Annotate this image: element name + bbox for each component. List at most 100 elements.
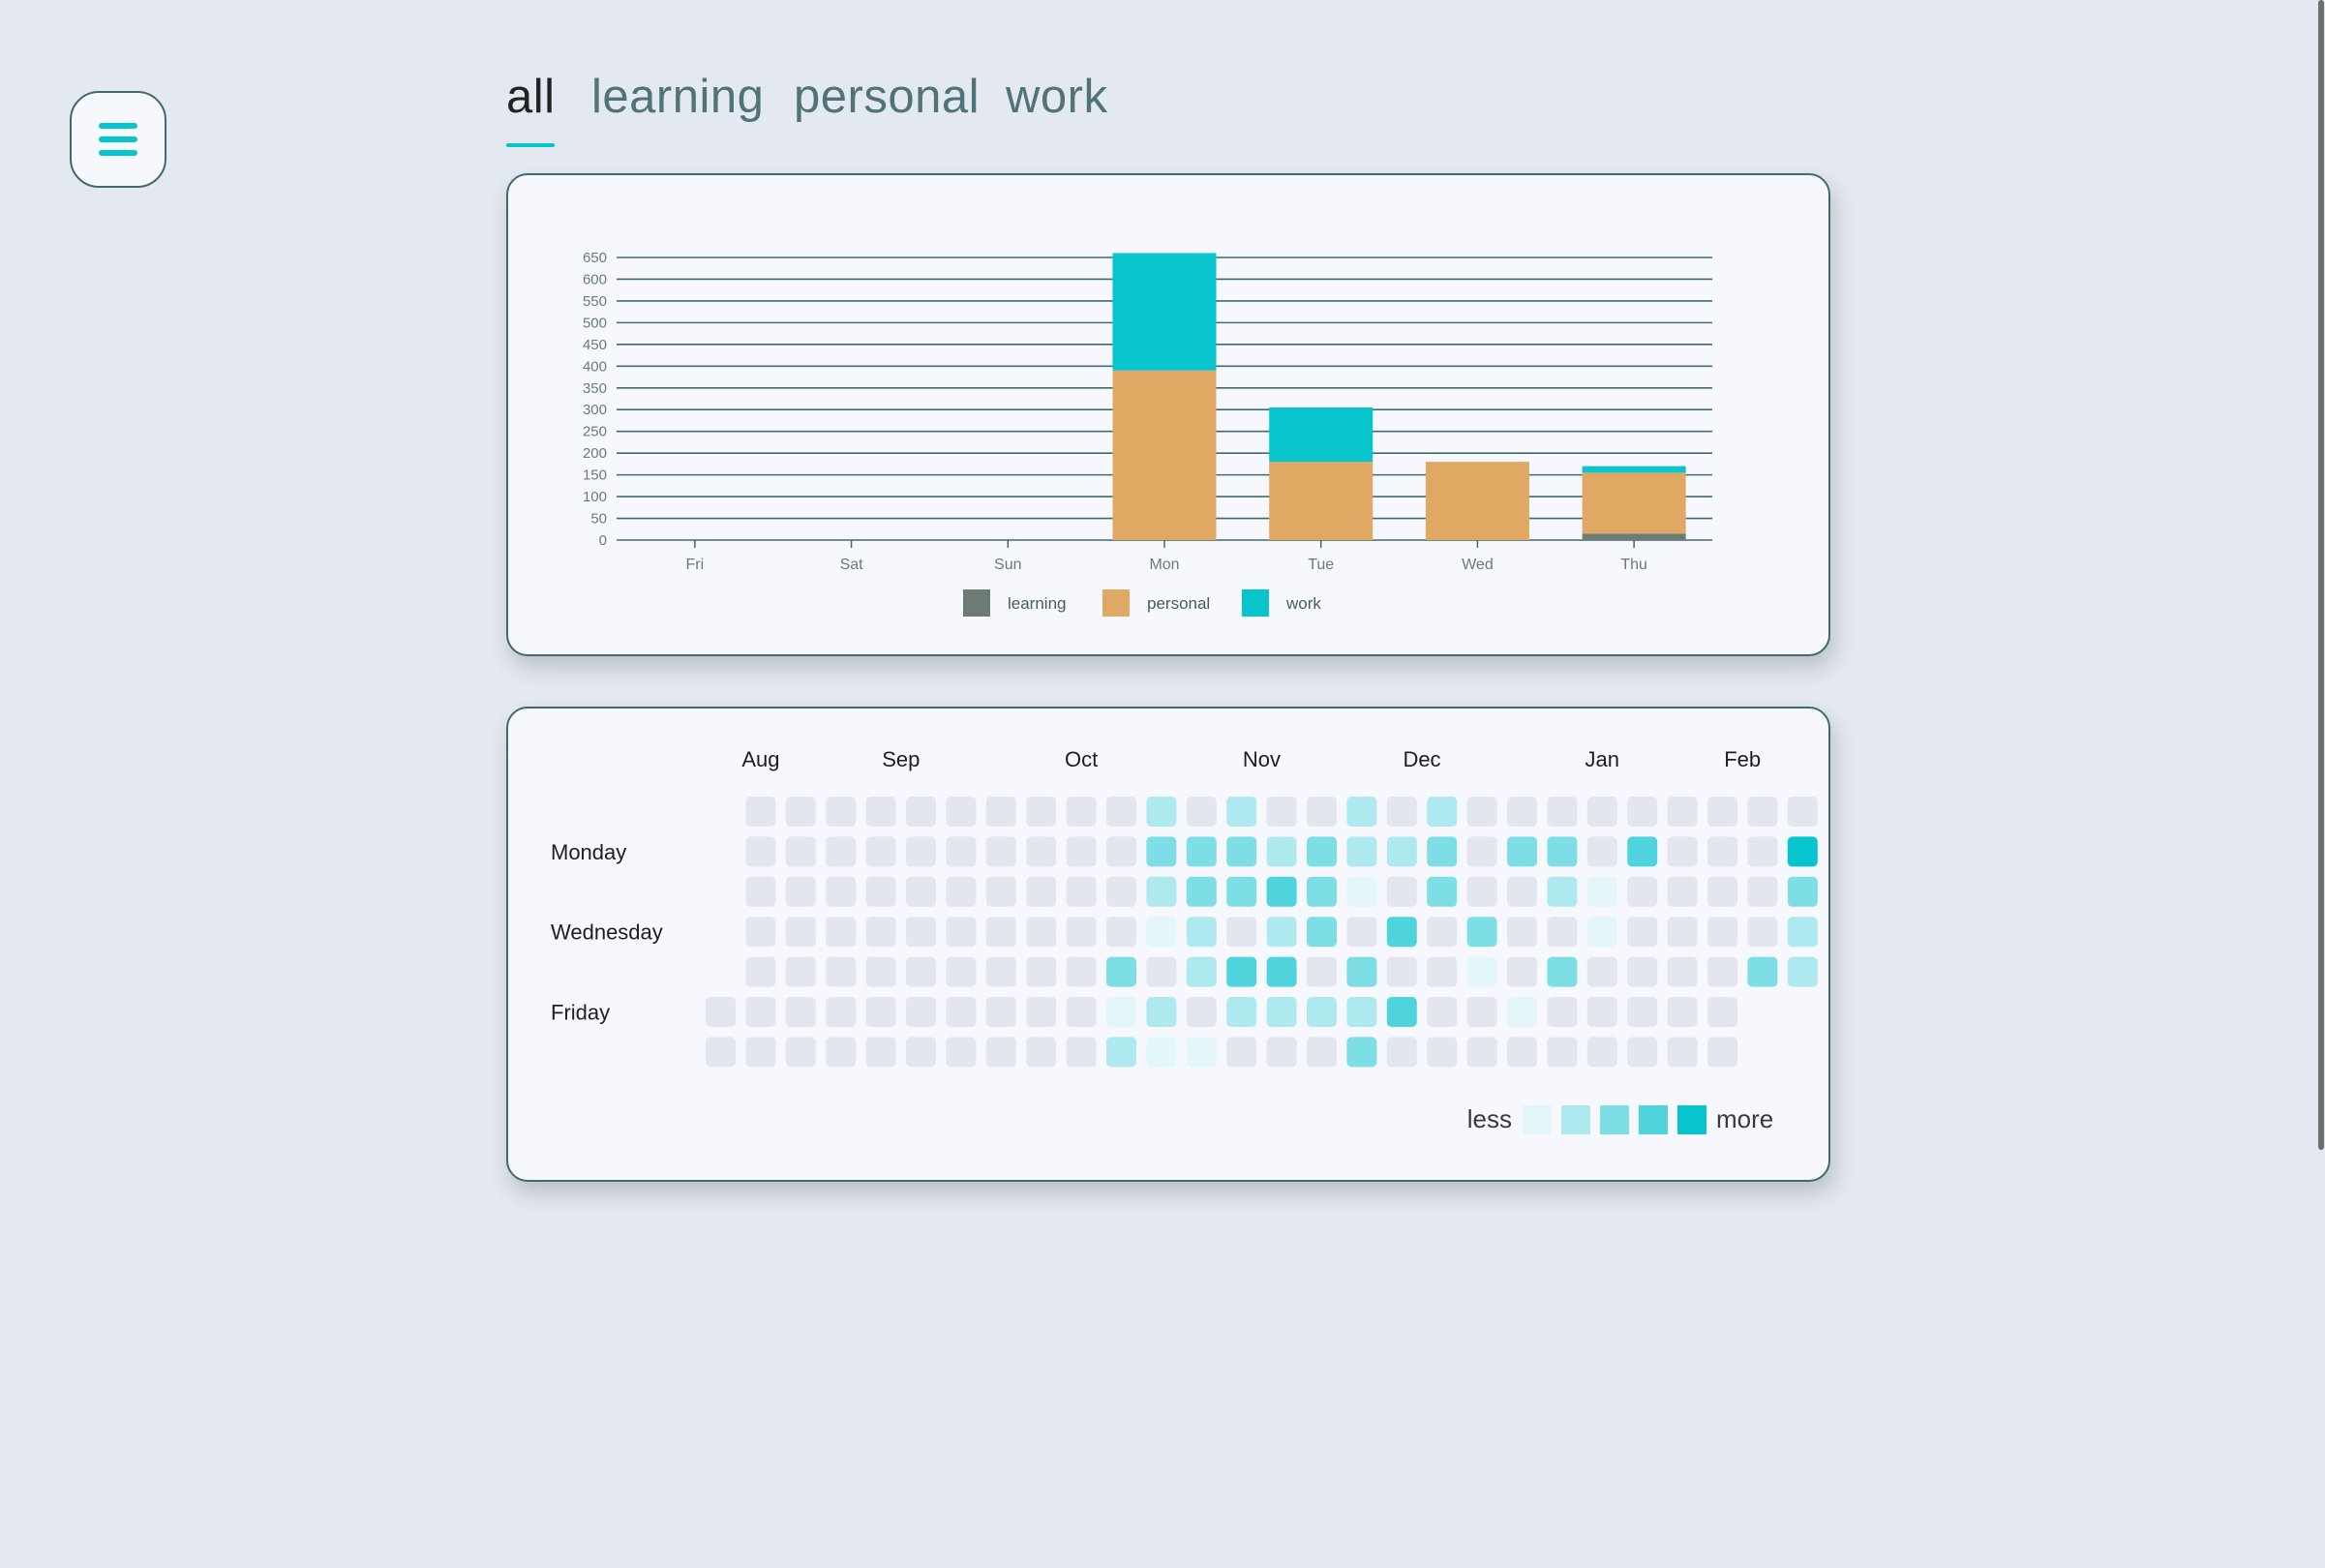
heatmap-cell[interactable] — [1667, 836, 1698, 867]
heatmap-cell[interactable] — [785, 917, 816, 948]
heatmap-cell[interactable] — [1266, 956, 1297, 987]
menu-button[interactable] — [70, 91, 166, 188]
heatmap-cell[interactable] — [745, 997, 776, 1027]
heatmap-cell[interactable] — [1186, 797, 1217, 827]
heatmap-cell[interactable] — [1707, 997, 1737, 1027]
heatmap-cell[interactable] — [1427, 917, 1458, 948]
heatmap-cell[interactable] — [1586, 1037, 1617, 1068]
heatmap-cell[interactable] — [1787, 836, 1818, 867]
bar-segment-personal-mon[interactable] — [1112, 370, 1217, 540]
heatmap-cell[interactable] — [1346, 876, 1377, 907]
heatmap-cell[interactable] — [946, 956, 977, 987]
heatmap-cell[interactable] — [1667, 956, 1698, 987]
heatmap-cell[interactable] — [1667, 997, 1698, 1027]
heatmap-cell[interactable] — [1066, 1037, 1097, 1068]
bar-segment-work-tue[interactable] — [1269, 407, 1374, 463]
heatmap-cell[interactable] — [985, 797, 1016, 827]
tab-all[interactable]: all — [506, 71, 556, 123]
heatmap-cell[interactable] — [1026, 797, 1057, 827]
heatmap-cell[interactable] — [1787, 876, 1818, 907]
heatmap-cell[interactable] — [1427, 956, 1458, 987]
bar-segment-work-thu[interactable] — [1582, 466, 1686, 473]
heatmap-cell[interactable] — [1307, 836, 1337, 867]
heatmap-cell[interactable] — [745, 797, 776, 827]
heatmap-cell[interactable] — [906, 917, 936, 948]
tab-learning[interactable]: learning — [591, 71, 765, 123]
heatmap-cell[interactable] — [1707, 876, 1737, 907]
heatmap-cell[interactable] — [785, 836, 816, 867]
heatmap-cell[interactable] — [826, 1037, 857, 1068]
heatmap-cell[interactable] — [1627, 997, 1658, 1027]
heatmap-cell[interactable] — [1307, 997, 1337, 1027]
heatmap-cell[interactable] — [1707, 797, 1737, 827]
heatmap-cell[interactable] — [906, 997, 936, 1027]
heatmap-cell[interactable] — [1667, 876, 1698, 907]
heatmap-cell[interactable] — [985, 956, 1016, 987]
heatmap-cell[interactable] — [1427, 797, 1458, 827]
heatmap-cell[interactable] — [1707, 1037, 1737, 1068]
heatmap-cell[interactable] — [1466, 836, 1497, 867]
heatmap-cell[interactable] — [1466, 997, 1497, 1027]
heatmap-cell[interactable] — [1146, 1037, 1177, 1068]
heatmap-cell[interactable] — [1627, 797, 1658, 827]
heatmap-cell[interactable] — [1787, 797, 1818, 827]
heatmap-cell[interactable] — [985, 1037, 1016, 1068]
heatmap-cell[interactable] — [1106, 956, 1136, 987]
heatmap-cell[interactable] — [1507, 997, 1537, 1027]
heatmap-cell[interactable] — [1586, 917, 1617, 948]
heatmap-cell[interactable] — [1507, 917, 1537, 948]
heatmap-cell[interactable] — [865, 876, 896, 907]
heatmap-cell[interactable] — [1186, 917, 1217, 948]
heatmap-cell[interactable] — [1226, 917, 1257, 948]
heatmap-cell[interactable] — [1586, 836, 1617, 867]
heatmap-cell[interactable] — [1266, 997, 1297, 1027]
heatmap-cell[interactable] — [1266, 836, 1297, 867]
heatmap-cell[interactable] — [1066, 917, 1097, 948]
heatmap-cell[interactable] — [1026, 1037, 1057, 1068]
heatmap-cell[interactable] — [745, 956, 776, 987]
heatmap-cell[interactable] — [1026, 836, 1057, 867]
heatmap-cell[interactable] — [1707, 917, 1737, 948]
heatmap-cell[interactable] — [1386, 836, 1417, 867]
heatmap-cell[interactable] — [785, 997, 816, 1027]
heatmap-cell[interactable] — [946, 836, 977, 867]
heatmap-cell[interactable] — [1386, 797, 1417, 827]
heatmap-cell[interactable] — [1667, 1037, 1698, 1068]
heatmap-cell[interactable] — [706, 997, 736, 1027]
heatmap-cell[interactable] — [1226, 956, 1257, 987]
heatmap-cell[interactable] — [1547, 876, 1578, 907]
heatmap-cell[interactable] — [1346, 997, 1377, 1027]
heatmap-cell[interactable] — [1307, 1037, 1337, 1068]
heatmap-cell[interactable] — [1627, 836, 1658, 867]
heatmap-cell[interactable] — [1226, 997, 1257, 1027]
heatmap-cell[interactable] — [1747, 876, 1778, 907]
heatmap-cell[interactable] — [745, 917, 776, 948]
heatmap-cell[interactable] — [745, 1037, 776, 1068]
heatmap-cell[interactable] — [1427, 997, 1458, 1027]
heatmap-cell[interactable] — [745, 836, 776, 867]
heatmap-cell[interactable] — [946, 1037, 977, 1068]
tab-work[interactable]: work — [1006, 71, 1108, 123]
heatmap-cell[interactable] — [826, 876, 857, 907]
heatmap-cell[interactable] — [906, 956, 936, 987]
heatmap-cell[interactable] — [1547, 917, 1578, 948]
heatmap-cell[interactable] — [1186, 1037, 1217, 1068]
heatmap-cell[interactable] — [1226, 1037, 1257, 1068]
heatmap-cell[interactable] — [1427, 836, 1458, 867]
heatmap-cell[interactable] — [865, 797, 896, 827]
heatmap-cell[interactable] — [785, 876, 816, 907]
heatmap-cell[interactable] — [985, 997, 1016, 1027]
heatmap-cell[interactable] — [1466, 797, 1497, 827]
heatmap-cell[interactable] — [1627, 1037, 1658, 1068]
heatmap-cell[interactable] — [1667, 797, 1698, 827]
heatmap-cell[interactable] — [1787, 917, 1818, 948]
heatmap-cell[interactable] — [865, 997, 896, 1027]
heatmap-cell[interactable] — [906, 1037, 936, 1068]
heatmap-cell[interactable] — [1026, 997, 1057, 1027]
heatmap-cell[interactable] — [946, 997, 977, 1027]
tab-personal[interactable]: personal — [794, 71, 980, 123]
heatmap-cell[interactable] — [865, 836, 896, 867]
heatmap-cell[interactable] — [1466, 1037, 1497, 1068]
heatmap-cell[interactable] — [1586, 997, 1617, 1027]
heatmap-cell[interactable] — [1346, 956, 1377, 987]
